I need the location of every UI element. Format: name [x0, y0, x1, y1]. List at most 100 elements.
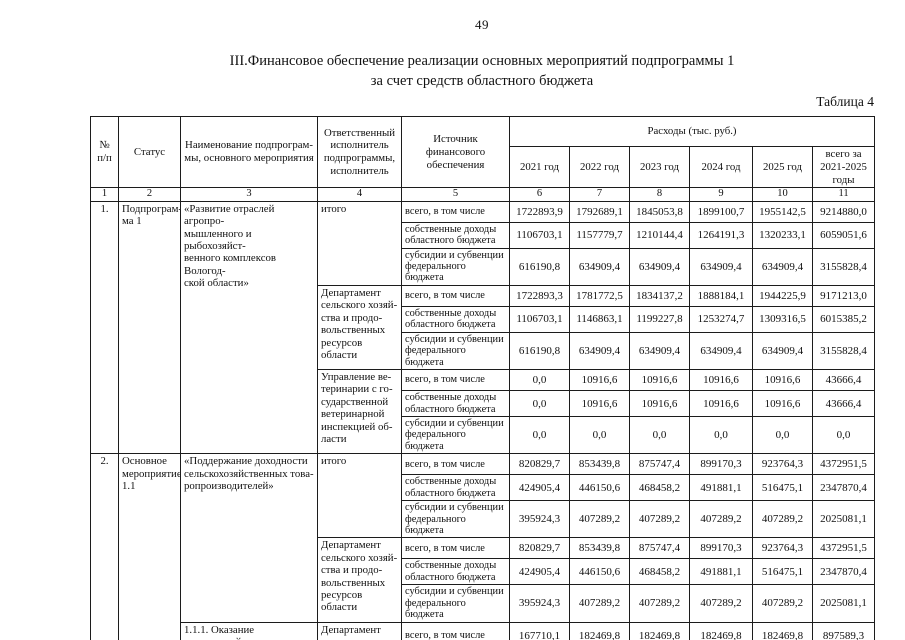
cell-value: 1944225,9: [752, 284, 813, 307]
cell-value: 407289,2: [752, 584, 813, 623]
cell-value: 634909,4: [629, 247, 690, 286]
cell-value: 10916,6: [629, 390, 690, 417]
cell-value: 407289,2: [569, 500, 630, 539]
header-row-main: № п/п Статус Наименование подпрограм- мы…: [90, 116, 876, 189]
cell-value: 395924,3: [509, 584, 570, 623]
cell-value: 0,0: [689, 415, 753, 455]
cell-value: 10916,6: [569, 369, 630, 392]
table-row: субсидии и субвенции федерального бюджет…: [91, 247, 876, 286]
cell-value: 6015385,2: [811, 305, 876, 333]
cell-value: 407289,2: [569, 584, 630, 623]
cell-value: 516475,1: [752, 558, 813, 586]
cell-value: 923764,3: [752, 453, 813, 476]
table-row: Департамент сельского хозяй- ства и прод…: [91, 284, 876, 371]
cell-value: 634909,4: [629, 331, 690, 371]
table-row: субсидии и субвенции федерального бюджет…: [91, 584, 876, 623]
cell-value: 1210144,4: [629, 221, 690, 249]
header-cell-num: № п/п: [90, 116, 119, 189]
column-number: 10: [752, 187, 813, 202]
cell-value: 446150,6: [569, 474, 630, 502]
cell-source: субсидии и субвенции федерального бюджет…: [401, 247, 510, 286]
cell-executor: Департамент сельского хозяй- ства и прод…: [317, 537, 402, 623]
cell-value: 875747,4: [629, 537, 690, 560]
cell-value: 1722893,9: [509, 200, 570, 223]
cell-value: 10916,6: [689, 369, 753, 392]
cell-value: 167710,1: [509, 621, 570, 640]
cell-value: 1320233,1: [752, 221, 813, 249]
cell-value: 634909,4: [752, 247, 813, 286]
table-row: Департамент сельского хозяй- ства и прод…: [91, 537, 876, 623]
table-row: 2. Основное мероприятие 1.1 «Поддержание…: [90, 453, 876, 640]
table-row: 1. Подпрограм- ма 1 «Развитие отраслей а…: [90, 200, 876, 455]
cell-value: 634909,4: [689, 331, 753, 371]
cell-value: 634909,4: [569, 247, 630, 286]
cell-value: 1888184,1: [689, 284, 753, 307]
header-row-years: 2021 год 2022 год 2023 год 2024 год 2025…: [91, 146, 876, 189]
cell-value: 395924,3: [509, 500, 570, 539]
cell-value: 0,0: [509, 369, 570, 392]
cell-value: 634909,4: [752, 331, 813, 371]
cell-executor: Департамент: [317, 621, 402, 640]
table-row: субсидии и субвенции федерального бюджет…: [91, 500, 876, 539]
table-row: собственные доходы областного бюджета 11…: [91, 221, 876, 249]
table-row: собственные доходы областного бюджета 42…: [91, 558, 876, 586]
header-cell-year-2023: 2023 год: [629, 146, 690, 189]
cell-name: «Поддержание доходности сельскохозяйстве…: [180, 453, 318, 623]
cell-status: Основное мероприятие 1.1: [118, 453, 181, 640]
cell-source: субсидии и субвенции федерального бюджет…: [401, 584, 510, 623]
cell-value: 853439,8: [569, 537, 630, 560]
cell-name: 1.1.1. Оказание несвязанной: [180, 621, 318, 640]
cell-value: 1253274,7: [689, 305, 753, 333]
cell-value: 424905,4: [509, 474, 570, 502]
cell-value: 875747,4: [629, 453, 690, 476]
cell-value: 1955142,5: [752, 200, 813, 223]
header-cell-year-2024: 2024 год: [689, 146, 753, 189]
column-number: 9: [689, 187, 753, 202]
cell-source: субсидии и субвенции федерального бюджет…: [401, 331, 510, 371]
cell-source: собственные доходы областного бюджета: [401, 221, 510, 249]
header-cell-total: всего за 2021-2025 годы: [811, 146, 876, 189]
cell-value: 182469,8: [689, 621, 753, 640]
column-number: 2: [118, 187, 181, 202]
cell-value: 616190,8: [509, 331, 570, 371]
cell-value: 182469,8: [629, 621, 690, 640]
cell-source: всего, в том числе: [401, 369, 510, 392]
cell-value: 6059051,6: [811, 221, 876, 249]
cell-status: Подпрограм- ма 1: [118, 200, 181, 455]
cell-value: 820829,7: [509, 537, 570, 560]
header-cell-year-2025: 2025 год: [752, 146, 813, 189]
cell-value: 2347870,4: [811, 474, 876, 502]
cell-value: 491881,1: [689, 558, 753, 586]
cell-executor: Управление ве- теринарии с го- сударстве…: [317, 369, 402, 455]
table-row: субсидии и субвенции федерального бюджет…: [91, 331, 876, 371]
cell-value: 9171213,0: [811, 284, 876, 307]
cell-source: субсидии и субвенции федерального бюджет…: [401, 500, 510, 539]
cell-row-number: 1.: [90, 200, 119, 455]
cell-value: 407289,2: [689, 500, 753, 539]
cell-value: 1199227,8: [629, 305, 690, 333]
cell-value: 0,0: [752, 415, 813, 455]
cell-executor: итого: [317, 200, 402, 286]
header-cell-status: Статус: [118, 116, 181, 189]
cell-value: 634909,4: [569, 331, 630, 371]
header-row-column-numbers: 1 2 3 4 5 6 7 8 9 10 11: [90, 187, 876, 202]
cell-value: 899170,3: [689, 537, 753, 560]
cell-value: 2025081,1: [811, 500, 876, 539]
column-number: 8: [629, 187, 690, 202]
cell-value: 4372951,5: [811, 537, 876, 560]
cell-value: 407289,2: [629, 584, 690, 623]
cell-value: 853439,8: [569, 453, 630, 476]
finance-table: № п/п Статус Наименование подпрограм- мы…: [90, 116, 876, 640]
cell-value: 10916,6: [569, 390, 630, 417]
header-cell-executor: Ответственный исполнитель подпрограммы, …: [317, 116, 402, 189]
title-line-1: III.Финансовое обеспечение реализации ос…: [229, 53, 735, 69]
cell-value: 2025081,1: [811, 584, 876, 623]
cell-value: 1309316,5: [752, 305, 813, 333]
cell-value: 407289,2: [629, 500, 690, 539]
header-cell-name: Наименование подпрограм- мы, основного м…: [180, 116, 318, 189]
cell-source: собственные доходы областного бюджета: [401, 558, 510, 586]
cell-value: 10916,6: [629, 369, 690, 392]
cell-value: 10916,6: [689, 390, 753, 417]
cell-source: всего, в том числе: [401, 284, 510, 307]
cell-value: 923764,3: [752, 537, 813, 560]
